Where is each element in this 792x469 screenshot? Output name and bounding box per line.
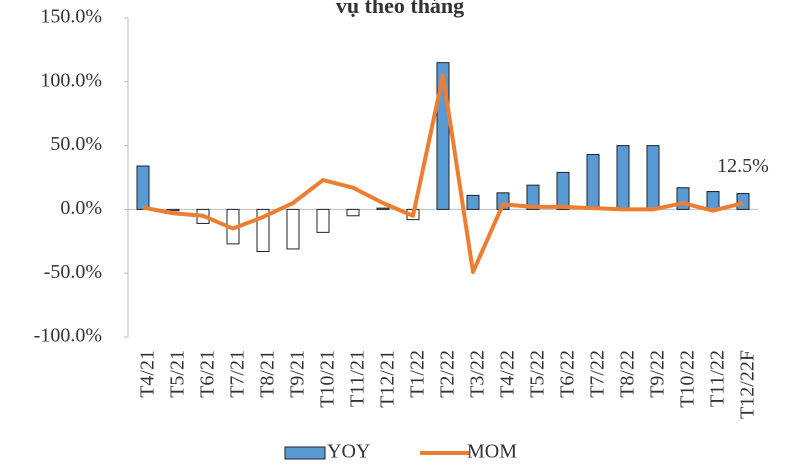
bar bbox=[286, 208, 300, 250]
x-tick-label: T12/21 bbox=[377, 350, 399, 408]
x-tick-label: T7/21 bbox=[227, 350, 249, 398]
bar bbox=[376, 207, 390, 210]
x-tick-label: T6/22 bbox=[557, 350, 579, 398]
x-tick-label: T8/21 bbox=[257, 350, 279, 398]
x-tick-label: T4/21 bbox=[137, 350, 159, 398]
y-tick-label: -100.0% bbox=[34, 325, 102, 347]
data-label: 12.5% bbox=[717, 155, 769, 177]
x-tick-label: T10/21 bbox=[317, 350, 339, 408]
x-tick-label: T4/22 bbox=[497, 350, 519, 398]
bar bbox=[706, 191, 720, 210]
legend-label: MOM bbox=[467, 441, 517, 463]
bar bbox=[136, 165, 150, 210]
x-tick-label: T9/22 bbox=[647, 350, 669, 398]
x-tick-label: T1/22 bbox=[407, 350, 429, 398]
bar bbox=[616, 145, 630, 210]
y-tick-label: 100.0% bbox=[40, 69, 102, 91]
legend-label: YOY bbox=[327, 441, 370, 463]
x-tick-label: T5/21 bbox=[167, 350, 189, 398]
bar bbox=[646, 145, 660, 210]
x-tick-label: T2/22 bbox=[437, 350, 459, 398]
x-tick-label: T3/22 bbox=[467, 350, 489, 398]
chart-title: vụ theo tháng bbox=[336, 0, 464, 18]
x-tick-label: T6/21 bbox=[197, 350, 219, 398]
bar bbox=[346, 208, 360, 217]
x-tick-label: T9/21 bbox=[287, 350, 309, 398]
bar bbox=[586, 154, 600, 210]
x-tick-label: T12/22F bbox=[737, 350, 759, 419]
x-tick-label: T5/22 bbox=[527, 350, 549, 398]
y-tick-label: 50.0% bbox=[50, 133, 102, 155]
x-tick-label: T11/22 bbox=[707, 350, 729, 407]
x-tick-label: T10/22 bbox=[677, 350, 699, 408]
bar bbox=[466, 194, 480, 210]
y-tick-label: -50.0% bbox=[44, 261, 102, 283]
y-tick-label: 150.0% bbox=[40, 6, 102, 28]
bar bbox=[736, 192, 750, 210]
x-tick-label: T8/22 bbox=[617, 350, 639, 398]
y-tick-label: 0.0% bbox=[60, 197, 102, 219]
legend-swatch bbox=[284, 446, 326, 460]
line bbox=[142, 73, 744, 274]
x-tick-label: T11/21 bbox=[347, 350, 369, 407]
bar bbox=[316, 208, 330, 233]
x-tick-label: T7/22 bbox=[587, 350, 609, 398]
bar bbox=[556, 171, 570, 210]
bar bbox=[526, 184, 540, 210]
bar bbox=[166, 208, 180, 212]
